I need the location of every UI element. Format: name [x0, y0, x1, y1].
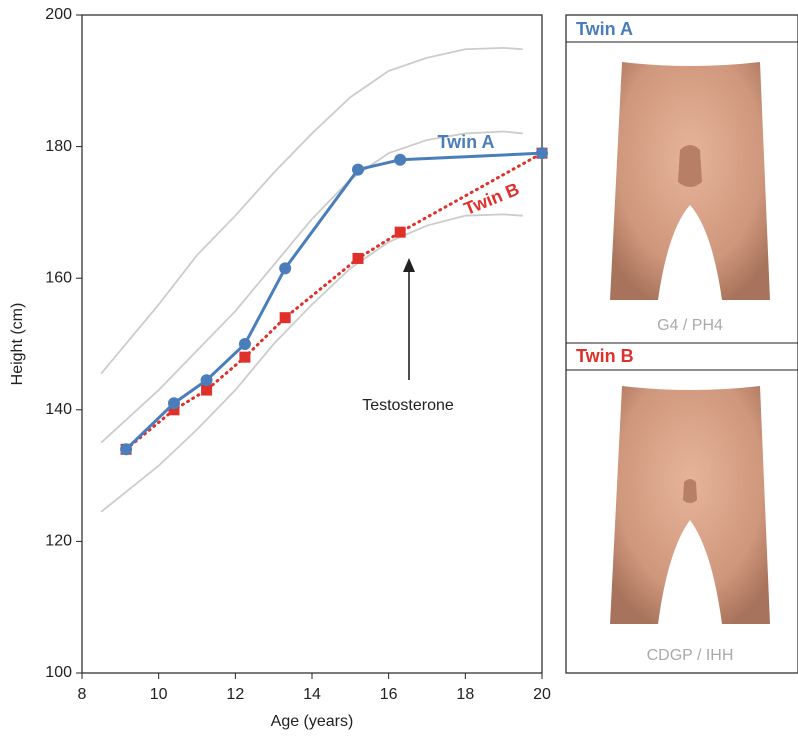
x-tick-label: 12	[226, 686, 244, 703]
point	[120, 443, 133, 456]
annotation: Testosterone	[362, 397, 454, 414]
illustration-detail	[683, 479, 697, 503]
panel-title: Twin B	[576, 346, 634, 366]
point	[279, 262, 292, 275]
point	[394, 226, 406, 238]
x-tick-label: 14	[303, 686, 321, 703]
series-label: Twin B	[461, 179, 522, 219]
series-label: Twin A	[438, 132, 495, 152]
point	[168, 404, 180, 416]
y-tick-label: 180	[45, 138, 72, 155]
illustration-detail	[678, 145, 702, 187]
point	[168, 397, 180, 410]
panel-title: Twin A	[576, 19, 633, 39]
panel-caption: G4 / PH4	[657, 317, 723, 334]
point	[352, 163, 364, 176]
reference-curve	[100, 46, 523, 375]
panel-caption: CDGP / IHH	[647, 647, 734, 664]
y-tick-label: 200	[45, 6, 72, 23]
reference-curve	[100, 130, 523, 444]
x-tick-label: 20	[533, 686, 551, 703]
point	[279, 312, 291, 324]
x-tick-label: 10	[150, 686, 168, 703]
point	[200, 374, 213, 387]
arrow-head	[403, 258, 415, 272]
x-tick-label: 16	[380, 686, 398, 703]
reference-curve	[100, 213, 523, 513]
y-tick-label: 140	[45, 401, 72, 418]
panel-frame	[565, 14, 798, 674]
point	[536, 147, 548, 160]
x-tick-label: 18	[456, 686, 474, 703]
y-tick-label: 120	[45, 533, 72, 550]
point	[352, 252, 364, 264]
point	[201, 384, 213, 396]
plot-frame	[81, 14, 543, 674]
y-axis-label: Height (cm)	[9, 303, 26, 386]
point	[238, 338, 251, 350]
series-line	[125, 151, 543, 451]
illustration	[610, 386, 770, 624]
point	[239, 351, 251, 363]
point	[394, 153, 407, 166]
y-tick-label: 160	[45, 269, 72, 286]
y-tick-label: 100	[45, 664, 72, 681]
x-axis-label: Age (years)	[271, 713, 354, 730]
x-tick-label: 8	[78, 686, 87, 703]
